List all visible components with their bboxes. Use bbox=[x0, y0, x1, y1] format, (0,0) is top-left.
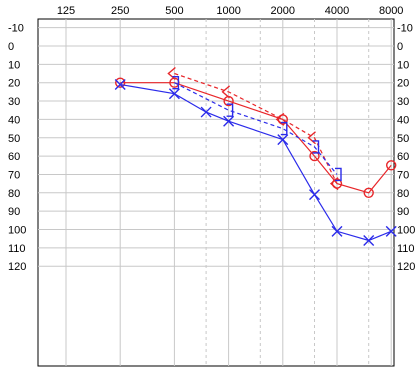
y-tick-label-right: 20 bbox=[397, 78, 409, 90]
x-tick-label: 250 bbox=[111, 5, 129, 17]
y-tick-label-left: 100 bbox=[8, 225, 26, 237]
data-point bbox=[223, 115, 235, 127]
y-tick-label-right: 100 bbox=[397, 225, 415, 237]
data-point bbox=[277, 134, 289, 146]
y-tick-label-right: 120 bbox=[397, 261, 415, 273]
y-tick-label-right: 40 bbox=[397, 114, 409, 126]
series bbox=[114, 66, 397, 247]
data-point bbox=[168, 88, 180, 100]
y-tick-label-left: 40 bbox=[8, 114, 20, 126]
y-tick-label-right: 110 bbox=[397, 243, 415, 255]
data-point bbox=[309, 150, 320, 162]
y-tick-label-right: 60 bbox=[397, 151, 409, 163]
x-tick-label: 4000 bbox=[325, 5, 349, 17]
y-tick-label-left: 110 bbox=[8, 243, 26, 255]
x-tick-label: 1000 bbox=[216, 5, 240, 17]
y-tick-label-left: 80 bbox=[8, 188, 20, 200]
data-point bbox=[312, 140, 320, 154]
data-point bbox=[167, 66, 176, 81]
y-tick-label-right: 10 bbox=[397, 59, 409, 71]
y-tick-label-left: 0 bbox=[8, 41, 14, 53]
y-tick-label-right: 90 bbox=[397, 206, 409, 218]
y-tick-label-left: 30 bbox=[8, 96, 20, 108]
x-tick-label: 8000 bbox=[379, 5, 403, 17]
y-tick-label-left: 10 bbox=[8, 59, 20, 71]
data-point bbox=[386, 160, 397, 171]
data-point bbox=[385, 225, 397, 237]
y-tick-label-right: 70 bbox=[397, 169, 409, 181]
data-point bbox=[309, 189, 320, 201]
y-tick-label-left: 50 bbox=[8, 133, 20, 145]
data-point bbox=[172, 76, 180, 90]
y-tick-label-left: -10 bbox=[8, 23, 24, 35]
data-point bbox=[280, 121, 288, 136]
data-point bbox=[329, 177, 339, 191]
y-tick-label-left: 60 bbox=[8, 151, 20, 163]
y-tick-label-right: 30 bbox=[397, 96, 409, 108]
y-tick-label-right: 80 bbox=[397, 188, 409, 200]
data-point bbox=[307, 131, 316, 145]
x-tick-label: 125 bbox=[57, 5, 75, 17]
data-point bbox=[363, 187, 374, 199]
y-tick-label-left: 20 bbox=[8, 78, 20, 90]
y-tick-label-left: 70 bbox=[8, 169, 20, 181]
data-point bbox=[114, 79, 126, 91]
x-tick-label: 500 bbox=[165, 5, 183, 17]
data-point bbox=[331, 225, 343, 237]
data-point bbox=[114, 77, 126, 88]
y-tick-label-right: -10 bbox=[397, 23, 413, 35]
grid bbox=[38, 19, 394, 366]
series-line bbox=[174, 72, 338, 184]
data-point bbox=[335, 167, 342, 182]
data-point bbox=[221, 85, 231, 99]
tick-labels: -10 -10 0 0 10 10 20 20 30 30 40 40 50 50 60 60 70 70 80 80… bbox=[8, 5, 415, 273]
data-point bbox=[363, 235, 375, 247]
y-tick-label-left: 120 bbox=[8, 261, 26, 273]
y-tick-label-left: 90 bbox=[8, 206, 20, 218]
y-tick-label-right: 50 bbox=[397, 133, 409, 145]
data-point bbox=[200, 106, 212, 118]
data-point bbox=[226, 103, 234, 117]
y-tick-label-right: 0 bbox=[397, 41, 403, 53]
x-tick-label: 2000 bbox=[271, 5, 295, 17]
data-point bbox=[275, 112, 285, 126]
